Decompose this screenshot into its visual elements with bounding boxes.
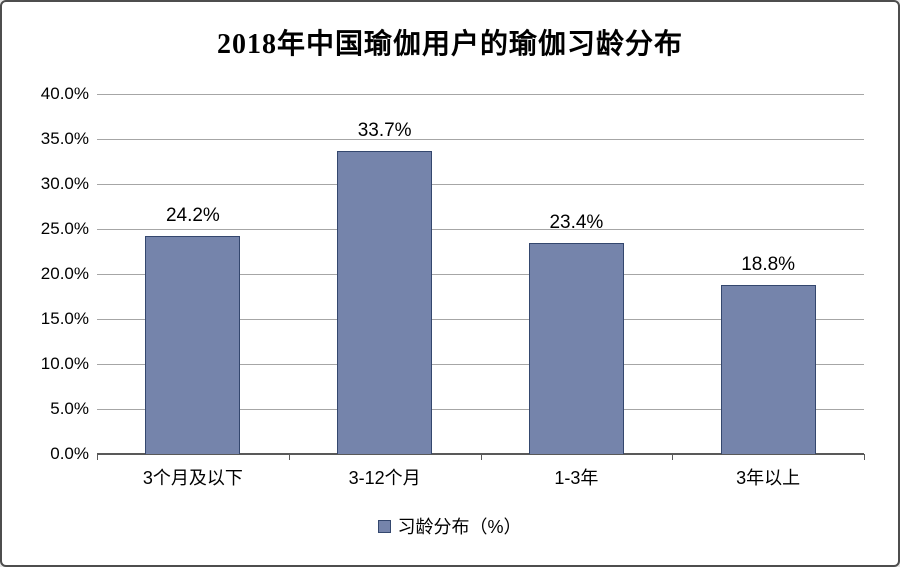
gridline (97, 139, 864, 140)
gridline (97, 184, 864, 185)
x-axis-tick (672, 454, 674, 460)
bar-1 (145, 236, 241, 454)
gridline (97, 319, 864, 320)
x-axis-tick (480, 454, 482, 460)
bar-value-label: 33.7% (357, 119, 412, 141)
bar-value-label: 23.4% (549, 212, 604, 234)
plot-area: 0.0% 5.0% 10.0% 15.0% 20.0% 25.0% 30.0% 35.0% 40… (41, 84, 865, 488)
bar-2 (337, 150, 433, 454)
bar-value-label: 24.2% (165, 205, 220, 227)
y-axis-tick-label: 15.0% (40, 309, 89, 328)
legend-label: 习龄分布（%） (397, 517, 522, 537)
gridline (97, 274, 864, 275)
gridline (97, 229, 864, 230)
legend: 习龄分布（%） (2, 513, 898, 539)
y-axis-tick-label: 5.0% (50, 399, 89, 418)
y-axis-tick-label: 35.0% (40, 129, 89, 148)
bar-value-label: 18.8% (741, 253, 796, 275)
x-axis-category-label: 3-12个月 (348, 468, 421, 488)
gridline (97, 364, 864, 365)
x-axis-tick (97, 454, 98, 460)
gridline (97, 409, 864, 410)
y-axis-tick-label: 30.0% (40, 174, 89, 193)
y-axis-tick-label: 40.0% (40, 84, 89, 103)
x-axis-tick (864, 454, 865, 460)
bar-3 (528, 243, 624, 454)
y-axis-tick-label: 20.0% (40, 264, 89, 283)
bar-4 (720, 284, 816, 454)
gridline (97, 94, 864, 95)
y-axis-tick-label: 10.0% (40, 354, 89, 373)
y-axis-tick-label: 0.0% (50, 444, 89, 463)
chart-title: 2018年中国瑜伽用户的瑜伽习龄分布 (216, 29, 683, 60)
x-axis-category-label: 3年以上 (736, 468, 801, 488)
y-axis-tick-label: 25.0% (40, 219, 89, 238)
legend-swatch-icon (378, 519, 392, 533)
x-axis-tick (288, 454, 290, 460)
x-axis-category-label: 3个月及以下 (142, 468, 243, 488)
x-axis-category-label: 1-3年 (554, 468, 599, 488)
